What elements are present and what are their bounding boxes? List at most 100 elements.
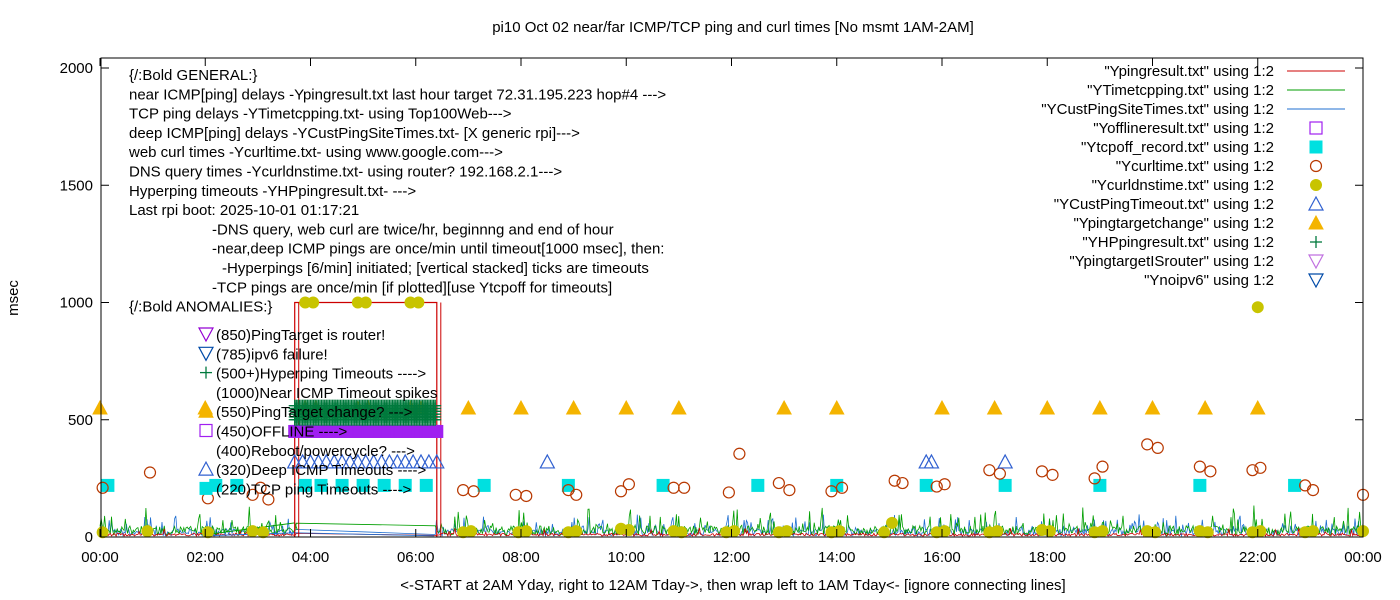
- data-point: [1088, 472, 1101, 485]
- data-point: [377, 478, 391, 492]
- anomaly-marker: [197, 327, 215, 343]
- data-point: [326, 453, 343, 469]
- x-tick-label: 22:00: [1239, 549, 1277, 566]
- annotation-line: deep ICMP[ping] delays -YCustPingSiteTim…: [129, 125, 580, 142]
- anomaly-text: (785)ipv6 failure!: [216, 346, 328, 363]
- data-point: [96, 526, 109, 539]
- data-point: [318, 453, 335, 469]
- legend-marker: [1307, 195, 1325, 211]
- data-point: [294, 453, 311, 469]
- x-tick-label: 18:00: [1028, 549, 1066, 566]
- data-point: [671, 399, 687, 415]
- data-point: [1254, 461, 1267, 474]
- data-point: [1096, 460, 1109, 473]
- data-point: [96, 481, 109, 494]
- anomaly-text: (400)Reboot/powercycle? --->: [216, 443, 415, 460]
- data-point: [539, 453, 556, 469]
- anomaly-text: (850)PingTarget is router!: [216, 327, 385, 344]
- series-7: [286, 453, 1014, 469]
- x-tick-label: 14:00: [818, 549, 856, 566]
- legend-marker: [1309, 159, 1323, 173]
- data-point: [359, 296, 372, 309]
- data-point: [1246, 464, 1259, 477]
- y-tick-label: 0: [85, 529, 93, 546]
- data-point: [1141, 438, 1154, 451]
- data-point: [618, 399, 635, 415]
- anomaly-text: (1000)Near ICMP Timeout spikes: [216, 385, 437, 402]
- data-point: [1092, 399, 1108, 415]
- data-point: [656, 478, 670, 492]
- x-tick-label: 02:00: [186, 549, 224, 566]
- annotation-line: -near,deep ICMP pings are once/min until…: [212, 241, 664, 258]
- data-point: [465, 525, 478, 538]
- data-point: [349, 453, 366, 469]
- data-point: [413, 453, 430, 469]
- data-point: [307, 296, 320, 309]
- data-point: [412, 296, 425, 309]
- series-3: [288, 424, 444, 438]
- data-point: [828, 399, 845, 415]
- data-point: [513, 399, 529, 415]
- data-point: [776, 399, 792, 415]
- data-point: [1144, 399, 1161, 415]
- deep-icmp-trace: [99, 514, 1364, 538]
- series-5: [96, 438, 1370, 506]
- data-point: [835, 481, 849, 494]
- data-point: [896, 476, 909, 490]
- data-point: [143, 466, 157, 479]
- legend-label: "Ytcpoff_record.txt" using 1:2: [1081, 139, 1274, 156]
- data-point: [614, 485, 628, 498]
- anomaly-marker: [199, 423, 213, 438]
- data-point: [1306, 484, 1320, 497]
- legend-label: "Ypingtargetchange" using 1:2: [1073, 215, 1274, 232]
- data-point: [878, 526, 891, 539]
- data-point: [460, 399, 477, 415]
- data-point: [923, 453, 940, 469]
- anomaly-marker: [198, 403, 214, 418]
- data-point: [570, 525, 583, 538]
- data-point: [286, 453, 303, 469]
- data-point: [1096, 525, 1109, 538]
- series-9: [288, 399, 442, 426]
- data-point: [934, 399, 950, 415]
- annotation-line: web curl times -Ycurltime.txt- using www…: [128, 144, 503, 161]
- data-point: [334, 453, 351, 469]
- data-point: [930, 480, 943, 493]
- annotation-line: -TCP pings are once/min [if plotted][use…: [212, 279, 612, 296]
- data-point: [780, 525, 793, 538]
- legend-marker: [1310, 179, 1322, 191]
- x-tick-label: 08:00: [502, 549, 540, 566]
- data-point: [1151, 441, 1164, 454]
- legend-label: "YCustPingSiteTimes.txt" using 1:2: [1041, 101, 1274, 118]
- data-point: [919, 478, 933, 492]
- legend-label: "YTimetcpping.txt" using 1:2: [1087, 82, 1274, 99]
- data-point: [825, 485, 838, 498]
- legend-label: "Ynoipv6" using 1:2: [1144, 272, 1274, 289]
- x-tick-label: 06:00: [397, 549, 435, 566]
- data-point: [622, 523, 635, 536]
- data-point: [335, 478, 349, 492]
- anomaly-text: (450)OFFLINE ---->: [216, 424, 348, 441]
- anomaly-marker: [197, 346, 215, 362]
- data-point: [201, 526, 214, 539]
- data-point: [1288, 478, 1302, 492]
- data-point: [772, 476, 785, 490]
- x-tick-label: 00:00: [81, 549, 119, 566]
- data-point: [230, 478, 244, 492]
- y-tick-label: 500: [68, 412, 93, 429]
- data-point: [1043, 525, 1056, 538]
- annotation-line: {/:Bold GENERAL:}: [129, 67, 257, 84]
- data-point: [570, 488, 583, 501]
- data-point: [938, 478, 951, 491]
- annotation-line: Last rpi boot: 2025-10-01 01:17:21: [129, 202, 359, 219]
- legend-label: "Ypingresult.txt" using 1:2: [1104, 63, 1274, 80]
- data-point: [92, 399, 108, 415]
- x-tick-label: 12:00: [713, 549, 751, 566]
- data-point: [1299, 479, 1312, 492]
- data-point: [1039, 399, 1056, 415]
- data-point: [1204, 465, 1217, 478]
- anomaly-marker: [197, 460, 215, 476]
- annotation-line: DNS query times -Ycurldnstime.txt- using…: [129, 164, 562, 181]
- data-point: [667, 481, 680, 494]
- data-point: [398, 478, 412, 492]
